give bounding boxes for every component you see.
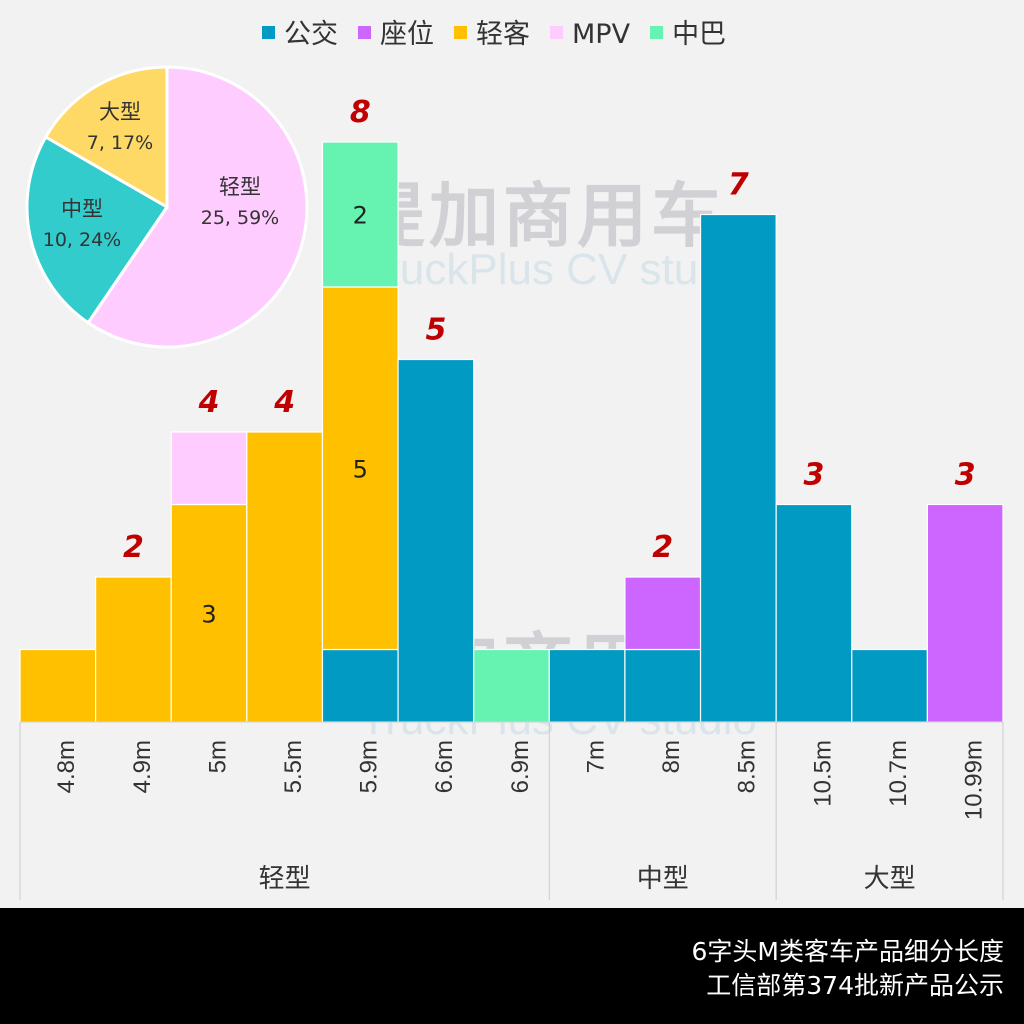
x-tick-6.9m: 6.9m [507,740,534,793]
x-tick-7m: 7m [582,740,609,773]
bar-8.5m-公交 [699,213,777,723]
total-label-4.9m: 2 [123,530,144,565]
pie-slice-轻型 [86,65,309,349]
x-tick-4.8m: 4.8m [53,740,80,793]
bar-4.9m-轻客 [95,576,172,723]
chart: 4.8m 2 4.9m 4 5m 4 5.5m 8 5.9m 5 6.6m 6.9m 7m 2 8m 7 8.5… [19,19,1004,900]
watermark-cn: 提加商用车 [355,175,725,257]
x-tick-8m: 8m [658,740,685,773]
legend-swatch-公交 [262,26,275,39]
pie-label-大型: 大型 [99,100,141,124]
x-tick-8.5m: 8.5m [734,740,761,793]
bar-6.6m-公交 [397,358,475,723]
pie-slice-大型 [43,65,169,210]
group-label-中型: 中型 [637,864,689,894]
pie-value-轻型: 25, 59% [201,207,280,229]
group-label-轻型: 轻型 [259,864,311,894]
bar-5.9m-中巴 [321,141,399,288]
total-label-6.6m: 5 [425,313,446,348]
bar-8m-座位 [624,576,702,651]
legend-label-座位: 座位 [380,19,434,50]
bar-5.9m-轻客 [321,286,399,651]
bar-5.5m-轻客 [246,431,324,723]
bar-10.7m-公交 [851,648,928,723]
watermark-en: TruckPlus CV studio [360,245,757,294]
bar-7m-公交 [548,648,626,723]
legend-swatch-MPV [550,26,563,39]
bar-5m-轻客 [170,503,248,723]
bar-10.99m-座位 [926,503,1004,723]
x-tick-10.99m: 10.99m [961,740,988,820]
total-label-5.5m: 4 [273,385,295,420]
legend-swatch-中巴 [650,26,664,39]
footer: 6字头M类客车产品细分长度 工信部第374批新产品公示 [0,908,1024,1024]
x-tick-5.5m: 5.5m [280,740,307,793]
bar-4.8m-轻客 [19,648,97,723]
chart-title: 6字头M类客车产品细分长度 [691,937,1004,966]
total-label-5m: 4 [198,385,220,420]
total-label-10.99m: 3 [955,458,976,493]
inner-label-5.9m-中巴: 2 [353,202,368,230]
group-label-大型: 大型 [864,864,916,894]
pie-value-大型: 7, 17% [87,132,153,154]
total-label-8m: 2 [652,530,673,565]
bar-10.5m-公交 [775,503,853,723]
inner-label-5.9m-轻客: 5 [353,455,368,483]
legend-label-轻客: 轻客 [476,19,530,50]
bar-5m-MPV [170,431,248,506]
bar-5.9m-公交 [321,648,399,723]
pie-label-中型: 中型 [61,197,103,221]
legend-label-MPV: MPV [572,19,631,50]
x-tick-5m: 5m [204,740,231,773]
legend-label-中巴: 中巴 [672,19,726,50]
bar-6.9m-中巴 [473,648,550,723]
x-tick-4.9m: 4.9m [129,740,156,793]
legend-swatch-座位 [358,26,371,39]
x-tick-10.5m: 10.5m [809,740,836,807]
x-tick-6.6m: 6.6m [431,740,458,793]
pie-slice-中型 [25,134,170,325]
total-label-5.9m: 8 [350,95,371,130]
inner-label-5m-轻客: 3 [201,600,216,628]
pie-label-轻型: 轻型 [219,175,261,199]
x-tick-10.7m: 10.7m [885,740,912,807]
legend-label-公交: 公交 [284,19,338,50]
legend-swatch-轻客 [454,26,467,39]
chart-subtitle: 工信部第374批新产品公示 [706,971,1004,1000]
x-tick-5.9m: 5.9m [356,740,383,793]
bar-8m-公交 [624,648,702,723]
total-label-8.5m: 7 [728,168,749,203]
pie-value-中型: 10, 24% [43,229,122,251]
total-label-10.5m: 3 [804,458,825,493]
